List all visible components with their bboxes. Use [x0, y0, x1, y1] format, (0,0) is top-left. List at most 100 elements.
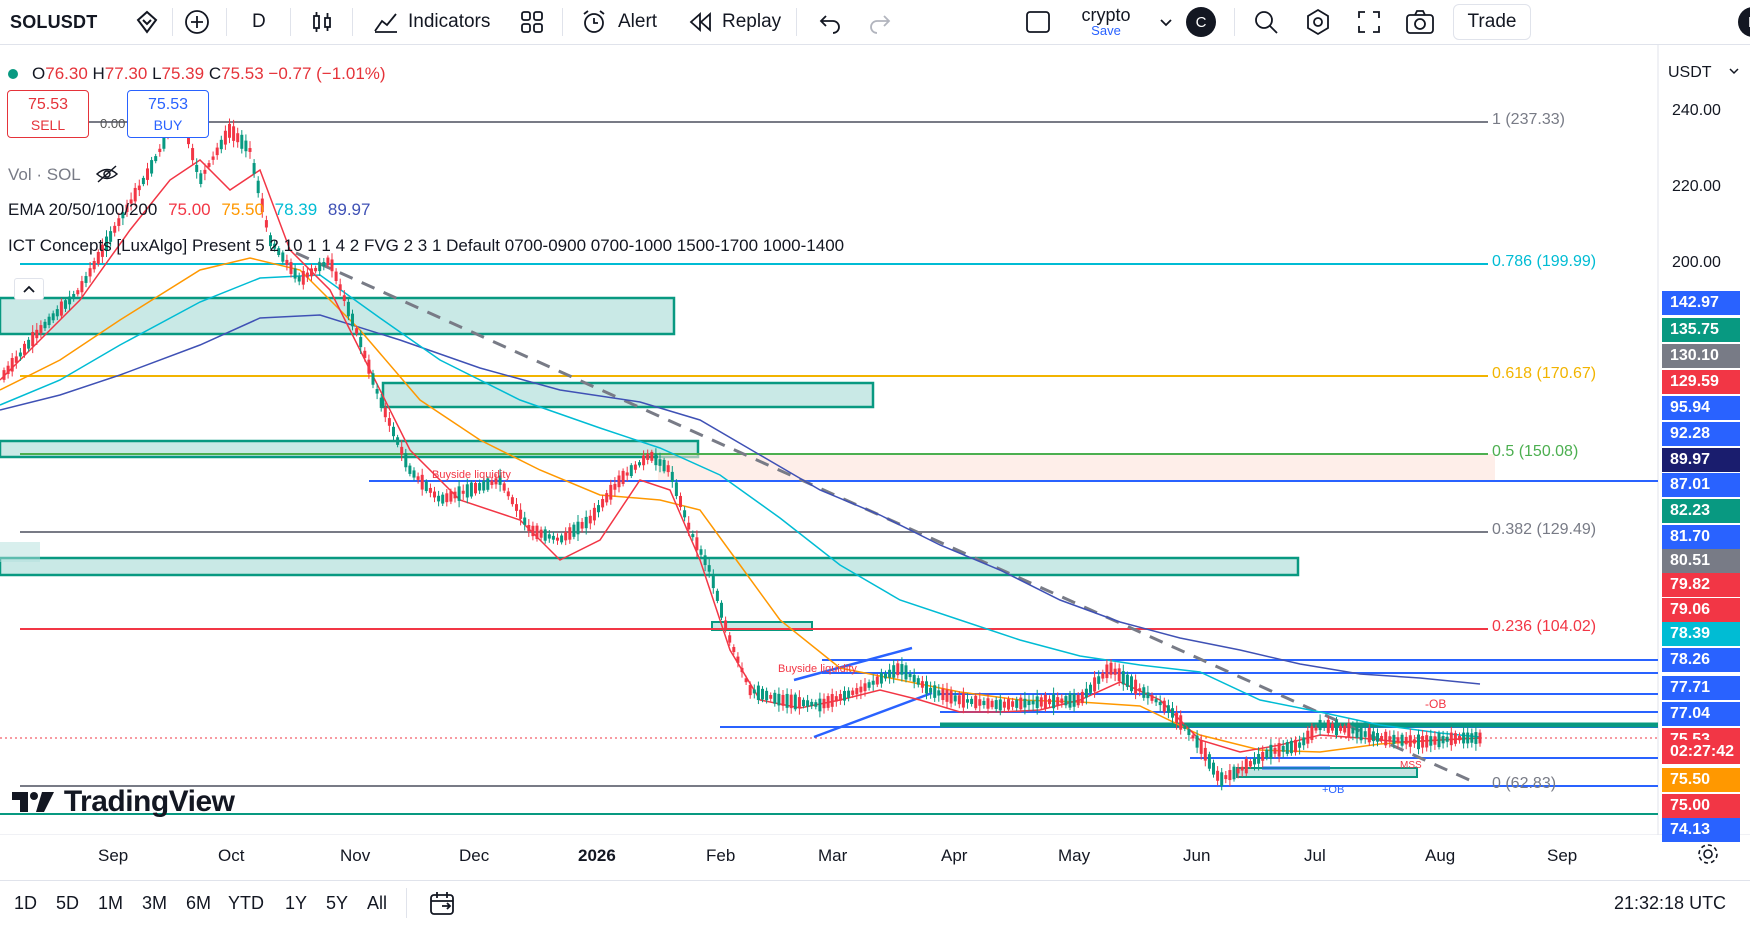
range-5y-button[interactable]: 5Y	[326, 893, 349, 913]
layout-menu-button[interactable]	[1158, 0, 1174, 44]
indicators-button[interactable]: Indicators	[372, 0, 490, 44]
candle-body	[584, 516, 588, 529]
price-axis-label: 77.04	[1662, 702, 1740, 726]
ict-legend[interactable]: ICT Concepts [LuxAlgo] Present 5 2 10 1 …	[8, 236, 845, 255]
candle-body	[1273, 747, 1277, 754]
candle-body	[498, 475, 502, 485]
symbol-search[interactable]: SOLUSDT	[10, 11, 98, 32]
fullscreen-button[interactable]	[1356, 0, 1382, 44]
layout-button[interactable]	[1024, 0, 1052, 44]
fib-label: 0.786 (199.99)	[1492, 253, 1597, 270]
candle-body	[228, 123, 231, 138]
templates-button[interactable]	[520, 0, 544, 44]
candle-body	[769, 695, 773, 699]
ema-20-line	[0, 159, 1481, 753]
candle-body	[1261, 751, 1265, 761]
goto-date-button[interactable]	[428, 890, 458, 923]
clock[interactable]: 21:32:18 UTC	[1614, 893, 1727, 913]
alarm-clock-icon	[583, 10, 605, 33]
range-1d-button[interactable]: 1D	[14, 893, 38, 913]
range-all-button[interactable]: All	[367, 893, 388, 913]
price-axis-label: 02:27:42	[1662, 740, 1740, 764]
candle-body	[346, 301, 350, 317]
layout-name[interactable]: crypto Save	[1074, 0, 1138, 44]
candle-body	[1125, 674, 1129, 687]
x-axis-label: Sep	[98, 846, 129, 865]
candle-body	[527, 524, 531, 532]
candle-body	[613, 483, 617, 490]
candle-body	[1306, 730, 1310, 744]
ema-200-line	[0, 314, 1481, 685]
range-1y-button[interactable]: 1Y	[285, 893, 308, 913]
buy-button[interactable]: 75.53 BUY	[127, 90, 209, 138]
candle-body	[342, 295, 346, 302]
price-axis-label: 129.59	[1662, 370, 1740, 394]
range-ytd-button[interactable]: YTD	[228, 893, 264, 913]
candle-body	[687, 522, 691, 530]
candle-body	[244, 140, 248, 152]
calendar-icon	[430, 892, 454, 915]
collapse-legend-button[interactable]	[14, 278, 44, 300]
candle-body	[990, 700, 994, 708]
candle-body	[941, 688, 945, 701]
candle-body	[1027, 700, 1031, 706]
candle-body	[424, 481, 428, 492]
price-axis-label: 89.97	[1662, 448, 1740, 472]
range-6m-button[interactable]: 6M	[186, 893, 212, 913]
currency-selector[interactable]: USDT	[1664, 64, 1750, 88]
range-1m-button[interactable]: 1M	[98, 893, 124, 913]
candle-body	[1285, 742, 1289, 754]
profile-corner[interactable]: P	[1738, 0, 1750, 44]
candle-body	[1371, 731, 1375, 742]
settings-button[interactable]	[1304, 0, 1332, 44]
redo-button[interactable]	[868, 0, 892, 44]
channel-line[interactable]	[793, 646, 913, 682]
candle-body	[1076, 694, 1080, 706]
candle-body	[125, 204, 129, 212]
range-3m-button[interactable]: 3M	[142, 893, 168, 913]
candle-body	[1154, 699, 1158, 703]
candle-body	[1367, 727, 1371, 743]
undo-button[interactable]	[818, 0, 842, 44]
candle-body	[896, 663, 900, 676]
buyside-liquidity-label: Buyside liquidity	[778, 663, 857, 675]
sell-button[interactable]: 75.53 SELL	[7, 90, 89, 138]
candle-body	[1203, 747, 1207, 761]
alert-button[interactable]: Alert	[580, 0, 657, 44]
candle-body	[1466, 732, 1470, 744]
candle-body	[1322, 723, 1326, 728]
trade-button[interactable]: Trade	[1452, 0, 1532, 44]
add-symbol-button[interactable]	[184, 0, 210, 44]
compare-icon-button[interactable]	[134, 0, 160, 44]
quick-search-button[interactable]	[1252, 0, 1280, 44]
ema-legend[interactable]: EMA 20/50/100/200 75.00 75.50 78.39 89.9…	[8, 200, 371, 219]
candle-body	[1277, 743, 1281, 757]
range-5d-button[interactable]: 5D	[56, 893, 80, 913]
candle-body	[2, 370, 6, 380]
candle-body	[215, 147, 219, 156]
buy-label: BUY	[153, 117, 183, 133]
snapshot-button[interactable]	[1405, 0, 1435, 44]
candle-body	[416, 476, 420, 480]
candle-body	[1359, 725, 1363, 741]
candle-body	[1433, 736, 1437, 745]
eye-hidden-icon[interactable]	[95, 165, 119, 183]
candle-body	[322, 262, 326, 267]
avatar[interactable]: C	[1186, 0, 1216, 44]
candle-body	[863, 683, 867, 692]
interval-button[interactable]: D	[252, 11, 266, 32]
chart-settings-button[interactable]	[1697, 843, 1719, 870]
candle-body	[802, 699, 805, 707]
candle-body	[1072, 693, 1076, 707]
replay-button[interactable]: Replay	[688, 0, 781, 44]
volume-legend[interactable]: Vol · SOL	[8, 165, 119, 185]
candle-body	[1281, 745, 1285, 752]
candle-body	[392, 426, 395, 437]
candle-body	[383, 407, 387, 418]
price-axis-label: 75.00	[1662, 794, 1740, 818]
channel-line[interactable]	[813, 691, 933, 739]
price-chart[interactable]: Buyside liquidity Buyside liquidity -OB …	[0, 45, 1750, 835]
candle-body	[1462, 732, 1466, 744]
chart-type-button[interactable]	[310, 0, 334, 44]
candle-body	[605, 493, 609, 503]
